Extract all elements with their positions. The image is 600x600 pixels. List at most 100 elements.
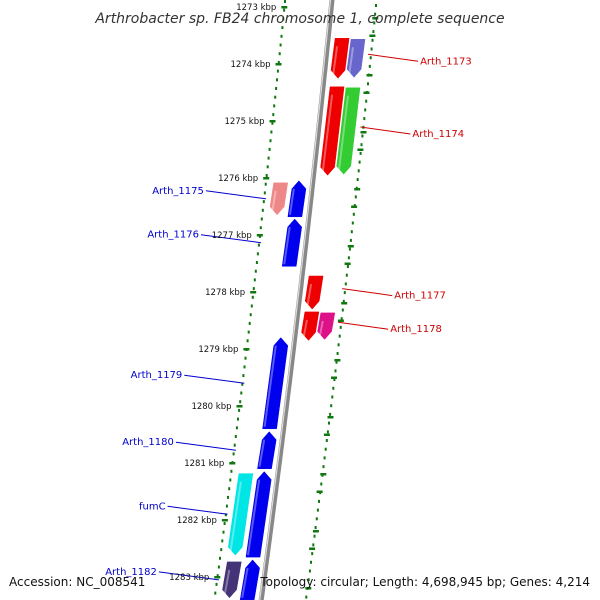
inner-major-tick <box>243 348 250 351</box>
inner-track-dot <box>235 426 238 430</box>
outer-track-dot <box>324 447 327 451</box>
outer-major-tick <box>331 376 337 379</box>
inner-track-dot <box>227 495 229 499</box>
inner-major-tick <box>214 576 221 579</box>
inner-track-dot <box>224 513 227 517</box>
outer-major-tick <box>351 205 358 208</box>
outer-major-tick <box>337 319 344 322</box>
inner-track-dot <box>276 69 279 73</box>
outer-track-dot <box>350 230 353 234</box>
tick-label: 1283 kbp <box>169 573 209 583</box>
inner-track-dot <box>268 147 271 151</box>
inner-track-dot <box>214 591 217 595</box>
inner-major-tick <box>281 6 288 9</box>
gene-rna-reverse-shine <box>223 569 231 596</box>
inner-track-dot <box>234 435 237 438</box>
outer-track-dot <box>313 534 316 538</box>
outer-track-dot <box>354 195 357 199</box>
gene-rna-reverse <box>269 182 288 216</box>
inner-track-dot <box>237 417 239 421</box>
outer-track-dot <box>338 334 341 338</box>
gene-cds-reverse-shine <box>258 439 266 467</box>
inner-track-dot <box>267 156 270 160</box>
outer-track-dot <box>367 82 369 86</box>
tick-label: 1280 kbp <box>191 402 231 412</box>
inner-track-dot <box>228 487 231 491</box>
backbone-highlight <box>259 0 332 600</box>
outer-major-tick <box>312 530 319 533</box>
outer-major-tick <box>363 91 370 94</box>
inner-track-dot <box>254 269 257 273</box>
gene-label: Arth_1182 <box>105 567 157 578</box>
gene-label: fumC <box>139 501 166 512</box>
inner-track-dot <box>266 165 269 169</box>
outer-track-dot <box>373 21 376 25</box>
gene-cds-forward <box>301 311 320 341</box>
outer-track-dot <box>307 578 310 582</box>
label-pointers <box>158 53 419 581</box>
outer-track-dot <box>346 265 349 268</box>
inner-track-dot <box>271 121 274 125</box>
inner-track-dot <box>233 443 236 447</box>
gene-rna-forward-shine <box>318 320 324 338</box>
label-pointer <box>368 53 419 62</box>
inner-track-dot <box>282 17 285 21</box>
outer-track-dot <box>323 456 326 460</box>
outer-track-dot <box>315 517 318 521</box>
outer-track-dot <box>374 12 377 16</box>
gene-cds-reverse <box>257 431 277 469</box>
tick-label: 1276 kbp <box>218 174 258 184</box>
outer-track-dot <box>334 369 337 373</box>
inner-track-dot <box>246 339 249 343</box>
outer-track-dot <box>349 238 352 242</box>
inner-track-dot <box>272 113 275 117</box>
tick-label: 1274 kbp <box>230 60 270 70</box>
inner-track-dot <box>262 200 265 204</box>
outer-major-tick <box>354 188 361 191</box>
inner-major-tick <box>229 462 236 465</box>
outer-track-dot <box>360 143 363 147</box>
dotted-tracks <box>214 0 379 599</box>
outer-track-dot <box>308 569 311 573</box>
gene-label: Arth_1178 <box>390 324 442 335</box>
outer-major-tick <box>323 433 330 436</box>
inner-track-dot <box>260 217 263 221</box>
gene-rna-reverse-shine <box>271 190 277 213</box>
inner-track-dot <box>240 391 243 395</box>
label-pointer <box>167 505 228 515</box>
gene-features <box>222 38 366 600</box>
outer-track-dot <box>344 282 347 286</box>
gene-cds-forward <box>330 38 350 79</box>
outer-track-dot <box>351 221 354 225</box>
gene-cds-forward-shine <box>321 94 334 174</box>
inner-track-dot <box>230 469 233 473</box>
inner-track-dot <box>238 408 241 412</box>
outer-track-dot <box>348 247 351 251</box>
inner-track-dot <box>241 382 244 386</box>
inner-track-dot <box>279 43 282 47</box>
outer-track-dot <box>347 256 350 260</box>
inner-track-dot <box>261 208 264 212</box>
outer-track-dot <box>343 291 346 295</box>
gene-rna-forward-shine <box>337 95 349 173</box>
inner-track-dot <box>219 556 221 560</box>
label-pointer <box>158 571 219 581</box>
gene-cds-reverse-shine <box>283 226 291 265</box>
inner-track-dot <box>221 539 224 543</box>
outer-track-dot <box>341 308 344 312</box>
inner-major-tick <box>275 63 282 66</box>
inner-track-dot <box>249 313 252 317</box>
inner-track-dot <box>217 565 220 569</box>
inner-track-dot <box>253 278 256 282</box>
inner-track-dot <box>256 252 259 256</box>
inner-track-dot <box>216 574 219 578</box>
tick-label: 1278 kbp <box>205 288 245 298</box>
inner-major-tick <box>256 234 263 237</box>
inner-track-dot <box>223 522 226 525</box>
inner-track-dot <box>244 356 247 360</box>
inner-track-dot <box>278 52 281 56</box>
gene-cds-forward <box>304 275 324 310</box>
gene-cds-reverse-shine <box>247 479 261 556</box>
outer-track-dot <box>320 482 323 486</box>
